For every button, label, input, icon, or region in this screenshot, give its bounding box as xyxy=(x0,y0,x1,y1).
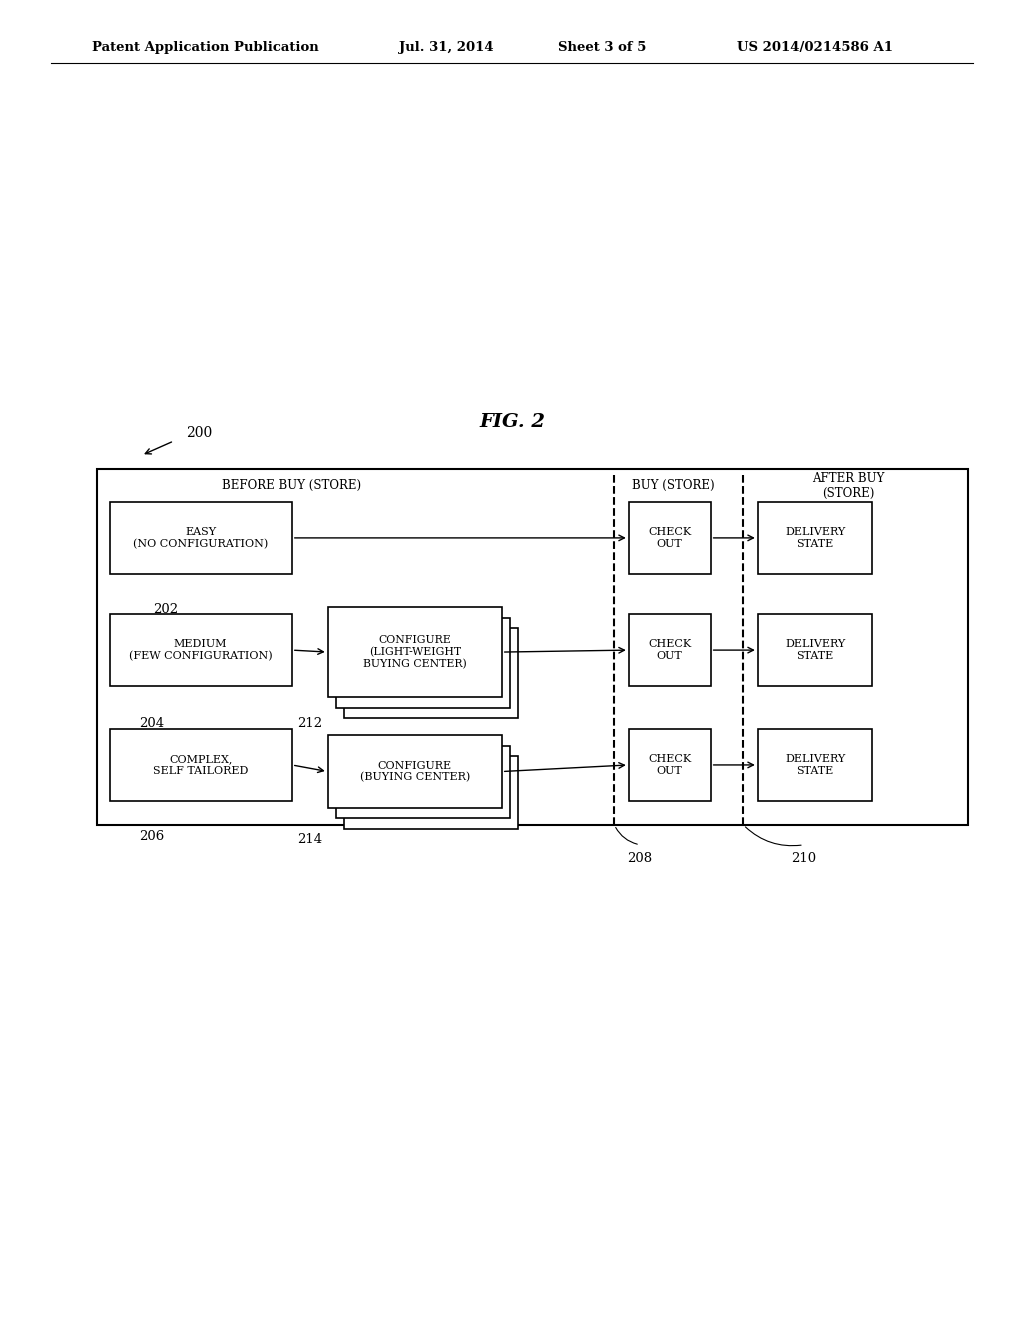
Text: US 2014/0214586 A1: US 2014/0214586 A1 xyxy=(737,41,893,54)
Bar xyxy=(758,502,872,574)
Text: 200: 200 xyxy=(186,426,213,440)
Bar xyxy=(629,729,711,801)
Text: DELIVERY
STATE: DELIVERY STATE xyxy=(785,639,845,661)
Bar xyxy=(328,735,502,808)
Text: CHECK
OUT: CHECK OUT xyxy=(648,639,691,661)
Text: EASY
(NO CONFIGURATION): EASY (NO CONFIGURATION) xyxy=(133,527,268,549)
Text: Jul. 31, 2014: Jul. 31, 2014 xyxy=(399,41,494,54)
Text: BUY (STORE): BUY (STORE) xyxy=(633,479,715,492)
Text: AFTER BUY
(STORE): AFTER BUY (STORE) xyxy=(812,471,884,500)
Bar xyxy=(629,614,711,686)
Bar xyxy=(758,729,872,801)
Text: FIG. 2: FIG. 2 xyxy=(479,413,545,432)
Text: CONFIGURE
(LIGHT-WEIGHT
BUYING CENTER): CONFIGURE (LIGHT-WEIGHT BUYING CENTER) xyxy=(362,635,467,669)
Text: 210: 210 xyxy=(792,851,816,865)
Text: Sheet 3 of 5: Sheet 3 of 5 xyxy=(558,41,646,54)
Text: 204: 204 xyxy=(139,717,164,730)
Text: 206: 206 xyxy=(139,830,164,843)
Text: Patent Application Publication: Patent Application Publication xyxy=(92,41,318,54)
Text: CHECK
OUT: CHECK OUT xyxy=(648,527,691,549)
Text: COMPLEX,
SELF TAILORED: COMPLEX, SELF TAILORED xyxy=(153,754,249,776)
Bar xyxy=(758,614,872,686)
Bar xyxy=(110,729,292,801)
Bar xyxy=(97,469,968,825)
Text: 212: 212 xyxy=(297,717,322,730)
Bar xyxy=(328,607,502,697)
Text: DELIVERY
STATE: DELIVERY STATE xyxy=(785,527,845,549)
Text: 214: 214 xyxy=(297,833,322,846)
Bar xyxy=(344,756,518,829)
Text: 208: 208 xyxy=(628,851,652,865)
Bar xyxy=(110,502,292,574)
Bar xyxy=(336,746,510,818)
Bar xyxy=(629,502,711,574)
Text: CONFIGURE
(BUYING CENTER): CONFIGURE (BUYING CENTER) xyxy=(359,760,470,783)
Text: 202: 202 xyxy=(154,603,178,616)
Bar xyxy=(344,628,518,718)
Text: DELIVERY
STATE: DELIVERY STATE xyxy=(785,754,845,776)
Text: BEFORE BUY (STORE): BEFORE BUY (STORE) xyxy=(222,479,361,492)
Bar xyxy=(110,614,292,686)
Text: MEDIUM
(FEW CONFIGURATION): MEDIUM (FEW CONFIGURATION) xyxy=(129,639,272,661)
Bar xyxy=(336,618,510,708)
Text: CHECK
OUT: CHECK OUT xyxy=(648,754,691,776)
